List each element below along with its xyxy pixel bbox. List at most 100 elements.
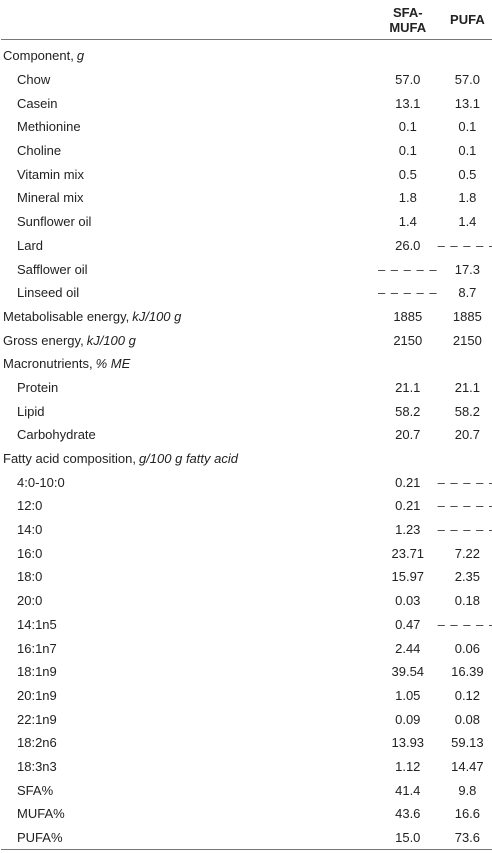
- value-cell: 43.6: [238, 802, 438, 826]
- value-cell: 23.71: [238, 541, 438, 565]
- row-label-cell: Mineral mix: [1, 186, 238, 210]
- cell-value: 16.39: [451, 664, 484, 680]
- value-cell: 15.97: [238, 565, 438, 589]
- value-cell: 2150: [438, 328, 492, 352]
- table-row: Mineral mix 1.8 1.8: [1, 186, 492, 210]
- row-label-cell: Chow: [1, 68, 238, 92]
- unit: kJ/100 g: [132, 308, 182, 324]
- cell-value: 14.47: [451, 758, 484, 774]
- value-cell: 1.05: [238, 684, 438, 708]
- cell-value: 0.1: [458, 143, 477, 159]
- row-label: Methionine: [17, 119, 81, 135]
- row-label-cell: 18:1n9: [1, 660, 238, 684]
- cell-value: – – – – –: [437, 237, 492, 253]
- row-label-cell: Component, g: [1, 40, 238, 68]
- table-row: 20:1n9 1.05 0.12: [1, 684, 492, 708]
- row-label-cell: Choline: [1, 139, 238, 163]
- cell-value: – – – – –: [377, 261, 438, 277]
- value-cell: 2.35: [438, 565, 492, 589]
- row-label-cell: PUFA%: [1, 825, 238, 851]
- row-label-cell: 18:2n6: [1, 731, 238, 755]
- row-label: Vitamin mix: [17, 166, 84, 182]
- row-label-cell: Metabolisable energy, kJ/100 g: [1, 305, 238, 329]
- header-row: SFA-MUFA PUFA: [1, 0, 492, 40]
- value-cell: 0.5: [438, 162, 492, 186]
- row-label-cell: Methionine: [1, 115, 238, 139]
- value-cell: [238, 447, 438, 471]
- table-row: SFA% 41.4 9.8: [1, 778, 492, 802]
- row-label: Lipid: [17, 403, 45, 419]
- value-cell: 0.08: [438, 707, 492, 731]
- value-cell: 0.21: [238, 470, 438, 494]
- cell-value: 59.13: [451, 735, 484, 751]
- cell-value: 57.0: [395, 72, 421, 88]
- value-cell: 39.54: [238, 660, 438, 684]
- cell-value: 0.06: [454, 640, 481, 656]
- value-cell: [238, 40, 438, 68]
- value-cell: 16.39: [438, 660, 492, 684]
- cell-value: 16.6: [454, 806, 481, 822]
- cell-value: 15.97: [391, 569, 425, 585]
- column-header: PUFA: [437, 0, 492, 40]
- table-row: Linseed oil – – – – – 8.7: [1, 281, 492, 305]
- table-row: Carbohydrate 20.7 20.7: [1, 423, 492, 447]
- value-cell: – – – – –: [438, 470, 492, 494]
- value-cell: 58.2: [238, 399, 438, 423]
- row-label-cell: 4:0-10:0: [1, 470, 238, 494]
- value-cell: 0.1: [238, 139, 438, 163]
- row-label-cell: Safflower oil: [1, 257, 238, 281]
- row-label: PUFA%: [17, 830, 63, 846]
- row-label: SFA%: [17, 782, 54, 798]
- value-cell: – – – – –: [438, 613, 492, 637]
- table-body: Component, g Chow 57.0 57.0 Casein 13.1 13.1 Met…: [1, 40, 492, 851]
- row-label: 14:1n5: [17, 616, 57, 632]
- cell-value: 1.05: [395, 687, 421, 703]
- value-cell: 73.6: [437, 825, 492, 851]
- row-label-cell: 16:1n7: [1, 636, 238, 660]
- row-label-cell: SFA%: [1, 778, 238, 802]
- value-cell: 1885: [238, 305, 438, 329]
- row-label: 18:1n9: [17, 664, 57, 680]
- column-header: SFA-MUFA: [237, 0, 438, 40]
- section-label: Component,: [3, 48, 74, 64]
- value-cell: 8.7: [438, 281, 492, 305]
- row-label: 22:1n9: [17, 711, 57, 727]
- row-label: 18:3n3: [17, 758, 57, 774]
- cell-value: 13.1: [454, 95, 481, 111]
- table-row: Component, g: [1, 40, 492, 68]
- cell-value: 2150: [452, 332, 482, 348]
- cell-value: 0.1: [398, 119, 417, 135]
- table-row: Metabolisable energy, kJ/100 g 1885 1885: [1, 305, 492, 329]
- cell-value: 21.1: [454, 379, 481, 395]
- row-label: Sunflower oil: [17, 214, 92, 230]
- row-label-cell: Sunflower oil: [1, 210, 238, 234]
- table-row: MUFA% 43.6 16.6: [1, 802, 492, 826]
- row-label-cell: 18:3n3: [1, 755, 238, 779]
- value-cell: – – – – –: [438, 234, 492, 258]
- cell-value: 0.21: [395, 474, 421, 490]
- value-cell: 57.0: [438, 68, 492, 92]
- value-cell: 20.7: [438, 423, 492, 447]
- cell-value: 20.7: [395, 427, 421, 443]
- row-label: MUFA%: [17, 806, 65, 822]
- row-label-cell: MUFA%: [1, 802, 238, 826]
- cell-value: 0.5: [458, 166, 477, 182]
- table-row: Macronutrients,% ME: [1, 352, 492, 376]
- cell-value: – – – – –: [437, 522, 492, 538]
- cell-value: 23.71: [391, 545, 425, 561]
- cell-value: 39.54: [391, 664, 425, 680]
- cell-value: 21.1: [395, 379, 421, 395]
- value-cell: 0.47: [238, 613, 438, 637]
- value-cell: 0.5: [238, 162, 438, 186]
- cell-value: – – – – –: [437, 498, 492, 514]
- value-cell: 2150: [238, 328, 438, 352]
- unit: g: [76, 48, 85, 64]
- row-label: 18:0: [17, 569, 43, 585]
- value-cell: 1.8: [238, 186, 438, 210]
- table-row: 14:0 1.23 – – – – –: [1, 518, 492, 542]
- value-cell: 59.13: [438, 731, 492, 755]
- row-label-cell: Lipid: [1, 399, 238, 423]
- row-label-cell: Macronutrients,% ME: [1, 352, 238, 376]
- value-cell: – – – – –: [238, 257, 438, 281]
